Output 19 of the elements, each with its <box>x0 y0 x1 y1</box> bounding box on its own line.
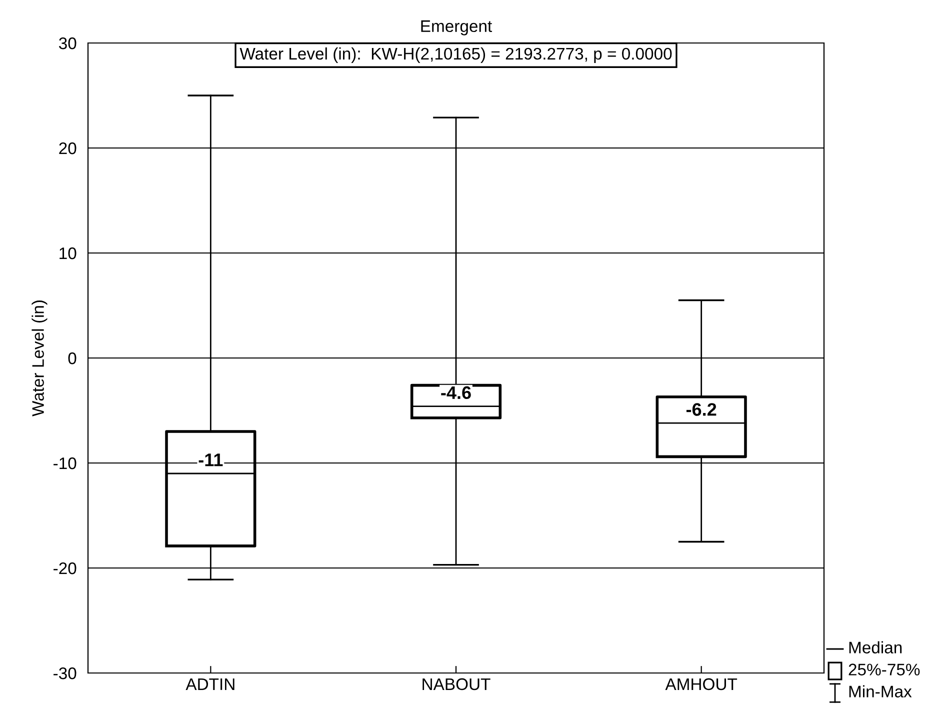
text: -4.6 <box>441 386 471 400</box>
chart-title: Emergent <box>421 20 492 36</box>
y-axis-title: Water Level (in) <box>32 300 48 416</box>
y-tick-label: 10 <box>60 247 76 260</box>
text: Median <box>849 641 902 654</box>
annotation: Water Level (in): KW-H(2,10165) = 2193.2773, p = 0.0000 <box>240 47 672 63</box>
y-tick-label: 30 <box>58 37 76 50</box>
x-tick-label: ADTIN <box>186 678 234 690</box>
y-tick-label: 20 <box>59 142 76 154</box>
x-tick-label: AMHOUT <box>665 678 738 690</box>
text: -6.2 <box>686 403 716 416</box>
y-tick-label: -20 <box>54 562 76 574</box>
x-tick-label: NABOUT <box>422 678 490 690</box>
y-tick-label: -10 <box>54 457 76 470</box>
y-tick-label: 0 <box>68 352 76 364</box>
y-tick-label: -30 <box>54 667 76 680</box>
text: -11 <box>198 454 223 466</box>
text: 25%-75% <box>848 664 920 676</box>
text: Min-Max <box>849 685 912 698</box>
